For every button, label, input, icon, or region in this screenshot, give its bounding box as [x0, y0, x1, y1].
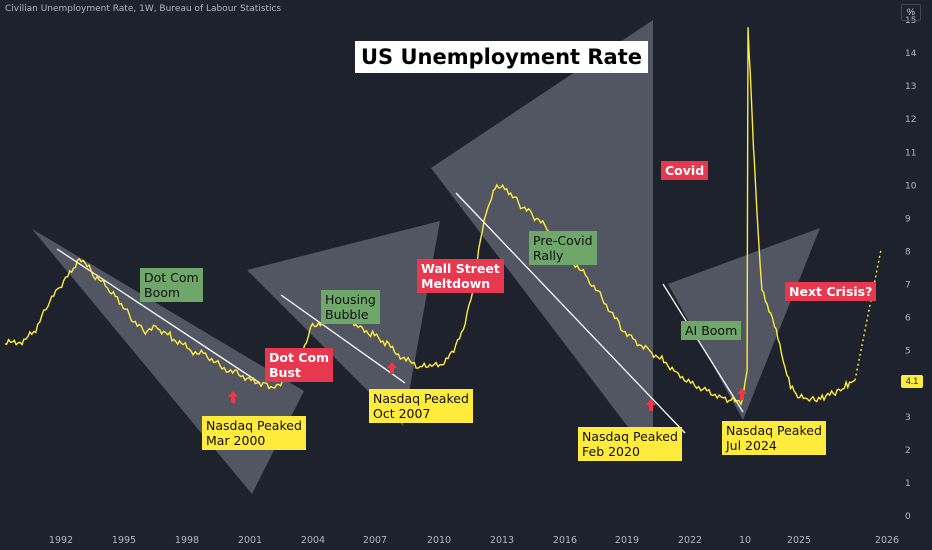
y-tick-label: 2 — [905, 446, 911, 456]
y-tick-label: 14 — [905, 49, 917, 59]
triangle-overlay-4 — [668, 228, 820, 420]
label-nasdaq-2007: Nasdaq Peaked Oct 2007 — [369, 389, 473, 423]
trendline-3 — [455, 192, 686, 434]
x-tick-label: 2010 — [427, 535, 451, 546]
unit-toggle-button[interactable]: % — [901, 4, 921, 21]
x-tick-label: 2016 — [553, 535, 577, 546]
x-tick-label: 2007 — [363, 535, 387, 546]
y-tick-label: 9 — [905, 214, 911, 224]
x-tick-label: 2013 — [490, 535, 514, 546]
label-nasdaq-2024: Nasdaq Peaked Jul 2024 — [722, 421, 826, 455]
x-tick-label: 1998 — [175, 535, 199, 546]
y-tick-label: 8 — [905, 247, 911, 257]
x-tick-label: 2001 — [238, 535, 262, 546]
y-tick-label: 12 — [905, 115, 916, 125]
x-tick-label: 2025 — [787, 535, 811, 546]
y-tick-label: 6 — [905, 314, 911, 324]
trendline-2 — [280, 294, 406, 384]
x-tick-label: 1992 — [49, 535, 73, 546]
y-tick-label: 5 — [905, 347, 911, 357]
y-tick-label: 3 — [905, 413, 911, 423]
x-tick-label: 2022 — [678, 535, 702, 546]
y-axis: 0123456789101112131415 — [905, 16, 917, 522]
label-ai-boom: AI Boom — [681, 321, 742, 340]
y-tick-label: 1 — [905, 479, 911, 489]
up-arrow-icon — [737, 388, 747, 400]
up-arrow-icon — [228, 391, 238, 403]
up-arrow-icon — [646, 399, 656, 411]
y-tick-label: 0 — [905, 512, 911, 522]
y-tick-label: 15 — [905, 16, 916, 26]
x-tick-label: 2026 — [875, 535, 899, 546]
x-axis: 1992 1995 1998 2001 2004 2007 2010 2013 2016 2019… — [49, 535, 899, 546]
x-tick-label: 1995 — [112, 535, 136, 546]
label-next-crisis: Next Crisis? — [785, 282, 877, 301]
chart-title: US Unemployment Rate — [355, 41, 649, 73]
label-covid: Covid — [661, 161, 709, 180]
trendline-4 — [662, 283, 744, 413]
up-arrow-icon — [387, 362, 397, 374]
current-value-tag: 4.1 — [901, 375, 923, 388]
label-nasdaq-2020: Nasdaq Peaked Feb 2020 — [578, 427, 682, 461]
y-tick-label: 13 — [905, 82, 916, 92]
series-header: Civilian Unemployment Rate, 1W, Bureau o… — [5, 4, 282, 14]
y-tick-label: 10 — [905, 181, 917, 191]
x-tick-label: 2004 — [301, 535, 325, 546]
x-tick-label: 10 — [739, 535, 751, 546]
unemployment-line — [4, 27, 856, 406]
y-tick-label: 7 — [905, 281, 911, 291]
label-nasdaq-2000: Nasdaq Peaked Mar 2000 — [202, 416, 306, 450]
y-tick-label: 11 — [905, 148, 916, 158]
label-housing-bubble: Housing Bubble — [321, 290, 380, 324]
projection-line — [854, 248, 882, 381]
label-dotcom-boom: Dot Com Boom — [140, 268, 203, 302]
label-pre-covid: Pre-Covid Rally — [529, 231, 597, 265]
label-wall-street: Wall Street Meltdown — [417, 259, 504, 293]
label-dotcom-bust: Dot Com Bust — [265, 348, 334, 382]
arrows — [228, 362, 747, 411]
x-tick-label: 2019 — [615, 535, 639, 546]
